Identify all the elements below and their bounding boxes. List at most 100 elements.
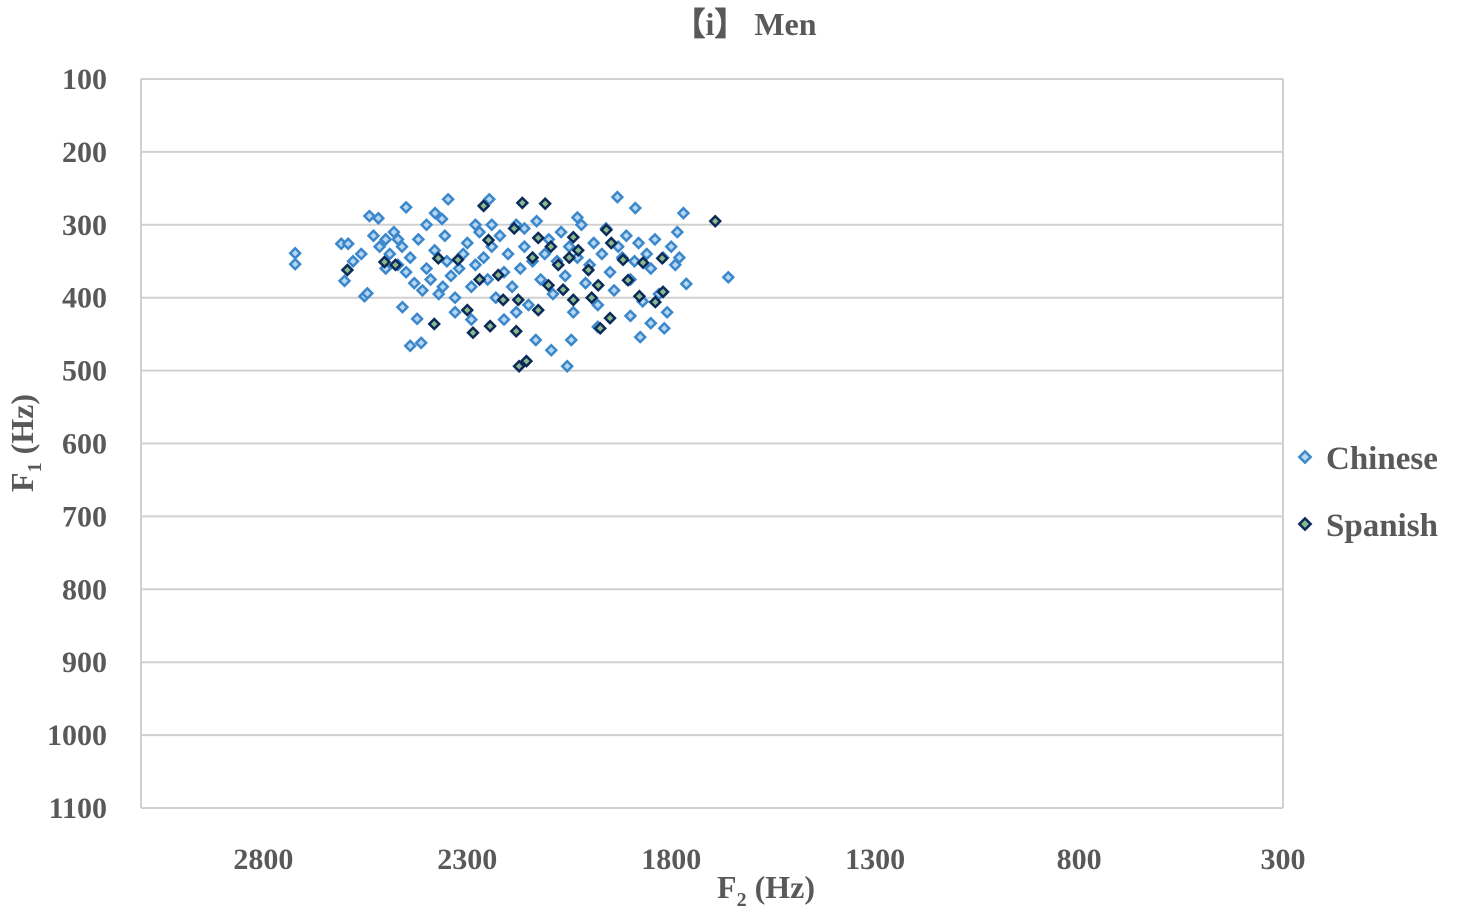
data-point-spanish (621, 273, 635, 287)
data-point-chinese (517, 239, 532, 254)
data-point-chinese (334, 237, 348, 251)
data-point-chinese (564, 333, 579, 347)
data-point-chinese (391, 232, 405, 247)
data-point-chinese (529, 214, 544, 228)
data-point-chinese (485, 218, 499, 232)
legend-label-spanish: Spanish (1326, 508, 1438, 544)
data-point-chinese (607, 283, 621, 298)
data-point-chinese (362, 209, 377, 223)
data-point-chinese (395, 300, 410, 314)
data-point-spanish (556, 282, 570, 297)
data-point-spanish (496, 293, 510, 307)
y-tick-label: 700 (62, 500, 107, 533)
data-point-spanish (593, 321, 607, 336)
data-point-spanish (515, 196, 530, 210)
data-point-chinese (444, 269, 458, 283)
data-point-spanish (544, 239, 558, 254)
y-tick-label: 500 (62, 355, 107, 388)
data-point-chinese (354, 247, 368, 261)
data-point-chinese (410, 312, 424, 326)
data-point-chinese (414, 336, 428, 350)
data-point-chinese (544, 343, 559, 357)
x-axis-label: F2 (Hz) (717, 869, 815, 911)
data-point-chinese (501, 247, 515, 261)
data-point-chinese (595, 247, 609, 261)
data-point-chinese (337, 274, 352, 288)
y-tick-label: 600 (62, 428, 107, 461)
data-point-spanish (460, 303, 475, 317)
data-point-spanish (507, 221, 521, 236)
data-point-chinese (591, 298, 605, 312)
data-point-chinese (452, 261, 466, 276)
data-point-chinese (672, 250, 687, 265)
data-point-spanish (581, 263, 596, 277)
y-tick-label: 800 (62, 573, 107, 606)
data-point-spanish (431, 251, 446, 266)
data-point-chinese (570, 210, 585, 225)
y-tick-label: 900 (62, 646, 107, 679)
data-point-chinese (346, 254, 360, 268)
data-point-spanish (377, 255, 392, 269)
data-point-spanish (604, 236, 618, 250)
data-point-spanish (541, 278, 556, 293)
data-point-chinese (610, 190, 625, 204)
legend-marker-chinese (1297, 449, 1313, 465)
data-point-spanish (483, 319, 497, 333)
data-point-spanish (512, 359, 526, 373)
data-point-chinese (631, 236, 646, 250)
data-point-chinese (566, 305, 581, 319)
chart-title: 【i】 Men (673, 6, 816, 42)
data-point-chinese (657, 321, 671, 336)
data-point-chinese (509, 305, 523, 319)
data-point-spanish (636, 255, 650, 270)
data-point-chinese (438, 229, 452, 243)
legend-marker-spanish (1297, 516, 1313, 532)
data-point-spanish (584, 290, 599, 305)
series-spanish (340, 196, 722, 373)
data-point-chinese (341, 237, 355, 251)
data-point-chinese (476, 250, 491, 265)
data-point-chinese (448, 305, 462, 319)
data-point-chinese (288, 257, 302, 271)
x-tick-label: 1300 (845, 843, 905, 876)
data-point-spanish (708, 214, 722, 228)
x-tick-label: 1800 (641, 843, 701, 876)
data-point-chinese (660, 305, 674, 319)
series-chinese (288, 190, 736, 373)
data-point-spanish (481, 233, 496, 247)
data-point-spanish (571, 243, 585, 258)
data-point-spanish (427, 317, 441, 331)
data-point-spanish (340, 263, 355, 277)
data-point-chinese (623, 309, 638, 323)
y-tick-label: 100 (62, 63, 107, 96)
data-point-chinese (546, 287, 560, 301)
data-point-spanish (566, 293, 581, 307)
data-point-chinese (436, 280, 450, 294)
data-point-chinese (529, 333, 543, 347)
data-point-spanish (388, 258, 403, 272)
data-point-spanish (466, 325, 480, 340)
data-point-chinese (288, 246, 302, 260)
data-point-chinese (493, 229, 507, 243)
data-point-spanish (566, 230, 581, 244)
data-point-spanish (656, 285, 670, 299)
data-point-chinese (497, 312, 511, 327)
data-point-chinese (533, 272, 548, 287)
data-point-chinese (360, 286, 375, 301)
data-point-spanish (519, 354, 534, 368)
data-point-chinese (371, 211, 386, 225)
data-point-spanish (616, 253, 630, 267)
data-point-chinese (644, 261, 658, 276)
data-point-chinese (633, 330, 647, 344)
legend: Chinese Spanish (1297, 441, 1438, 544)
data-point-chinese (587, 236, 601, 250)
data-point-spanish (551, 258, 565, 272)
data-point-spanish (451, 253, 465, 267)
data-point-chinese (558, 269, 572, 283)
y-tick-label: 300 (62, 209, 107, 242)
x-tick-label: 2800 (233, 843, 293, 876)
data-point-chinese (372, 239, 387, 254)
legend-label-chinese: Chinese (1326, 441, 1438, 477)
y-tick-label: 400 (62, 282, 107, 315)
data-point-chinese (517, 221, 532, 236)
